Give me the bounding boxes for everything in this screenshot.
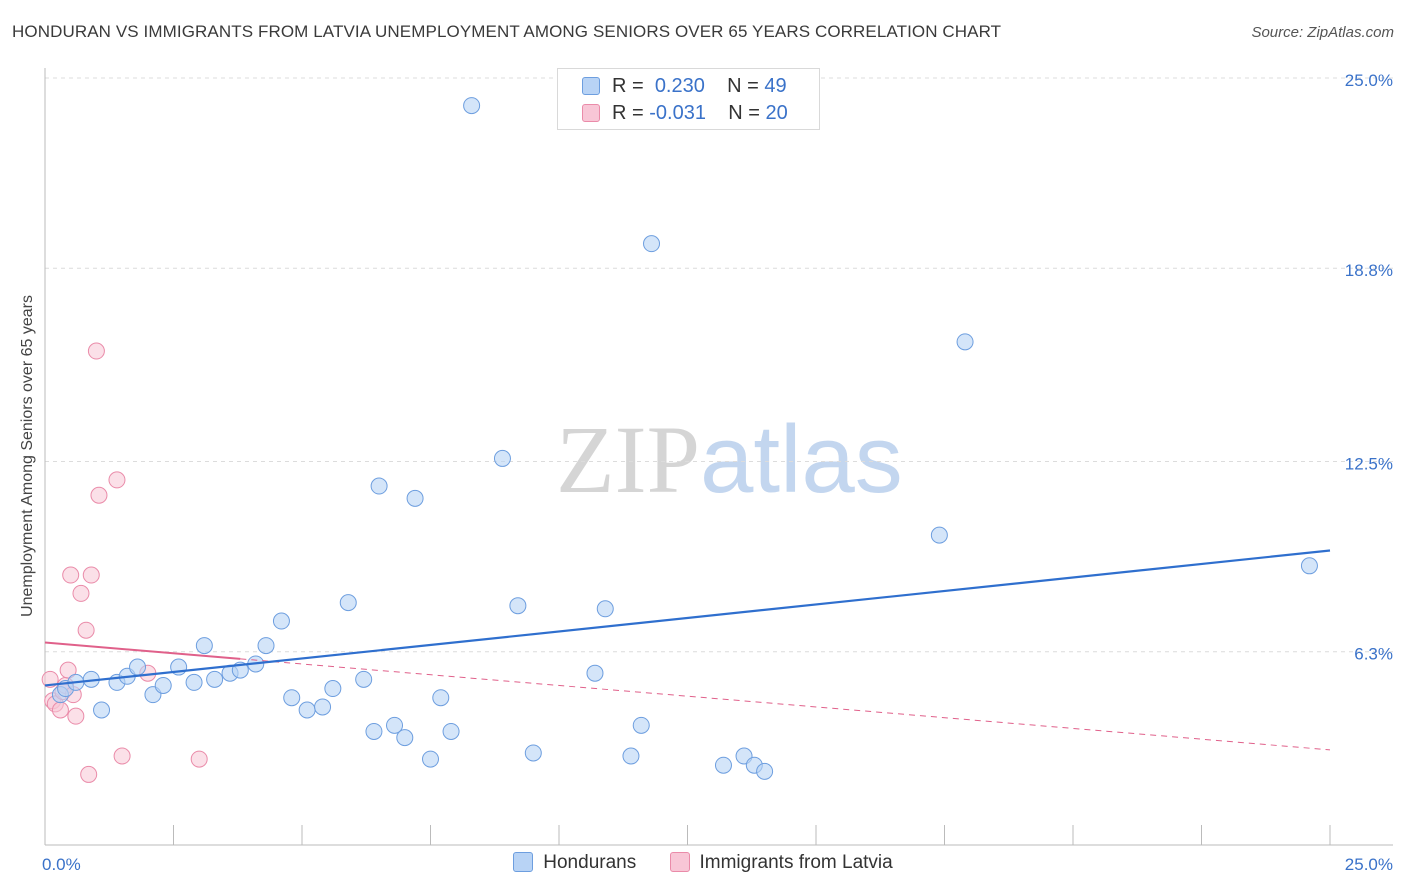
hondurans-point xyxy=(93,701,111,719)
series-legend: Hondurans Immigrants from Latvia xyxy=(0,852,1406,874)
x-tick-label: 0.0% xyxy=(42,855,81,874)
latvia-point xyxy=(59,661,77,679)
hondurans-point xyxy=(314,698,332,716)
y-tick-label: 6.3% xyxy=(1354,645,1393,664)
hondurans-point xyxy=(493,449,511,467)
hondurans-point xyxy=(355,670,373,688)
hondurans-point xyxy=(298,701,316,719)
legend-item-hondurans: Hondurans xyxy=(513,852,636,874)
latvia-point xyxy=(82,566,100,584)
latvia-point xyxy=(62,566,80,584)
hondurans-point xyxy=(195,637,213,655)
x-tick-label: 25.0% xyxy=(1345,855,1393,874)
hondurans-point xyxy=(432,689,450,707)
hondurans-point xyxy=(396,729,414,747)
hondurans-point xyxy=(586,664,604,682)
r-label: R = xyxy=(612,102,644,124)
hondurans-point xyxy=(756,762,774,780)
chart-title: HONDURAN VS IMMIGRANTS FROM LATVIA UNEMP… xyxy=(12,22,1002,41)
source-label: Source: ZipAtlas.com xyxy=(1251,24,1394,41)
hondurans-point xyxy=(422,750,439,768)
hondurans-point xyxy=(1300,557,1318,575)
hondurans-point xyxy=(463,97,481,115)
hondurans-point xyxy=(370,477,388,495)
latvia-point xyxy=(51,701,69,719)
hondurans-point xyxy=(365,722,383,740)
hondurans-point xyxy=(154,676,172,694)
watermark: ZIPatlas xyxy=(556,404,903,515)
hondurans-n-value: 49 xyxy=(764,75,787,97)
legend-item-latvia: Immigrants from Latvia xyxy=(669,852,893,874)
latvia-r-value: -0.031 xyxy=(649,102,706,124)
r-label: R = xyxy=(612,75,644,97)
hondurans-point xyxy=(930,526,948,544)
correlation-legend: R = 0.230 N = 49 R = -0.031 N = 20 xyxy=(557,68,820,130)
latvia-point xyxy=(190,750,208,768)
latvia-point xyxy=(90,486,108,504)
hondurans-swatch xyxy=(582,77,600,95)
latvia-point xyxy=(67,707,85,725)
latvia-n-value: 20 xyxy=(765,102,788,124)
latvia-point xyxy=(77,621,95,639)
latvia-point xyxy=(108,471,126,489)
latvia-point xyxy=(113,747,131,765)
hondurans-point xyxy=(185,673,203,691)
latvia-point xyxy=(80,765,98,783)
latvia-legend-label: Immigrants from Latvia xyxy=(699,852,893,873)
y-tick-label: 25.0% xyxy=(1345,71,1393,90)
watermark-zip: ZIP xyxy=(556,406,700,513)
hondurans-legend-swatch xyxy=(513,852,534,872)
hondurans-point xyxy=(386,716,404,734)
y-tick-label: 12.5% xyxy=(1345,455,1393,474)
hondurans-point xyxy=(632,716,650,734)
latvia-trendline xyxy=(44,641,241,660)
latvia-legend-swatch xyxy=(669,852,690,872)
hondurans-trendline xyxy=(44,549,1331,687)
n-label: N = xyxy=(727,75,759,97)
hondurans-point xyxy=(643,235,661,253)
hondurans-point xyxy=(339,594,357,612)
latvia-point xyxy=(41,670,59,688)
legend-row-hondurans: R = 0.230 N = 49 xyxy=(582,75,787,98)
hondurans-point xyxy=(206,670,224,688)
hondurans-point xyxy=(324,680,342,698)
hondurans-point xyxy=(622,747,640,765)
latvia-swatch xyxy=(582,104,600,122)
hondurans-point xyxy=(714,756,732,774)
hondurans-point xyxy=(956,333,974,351)
hondurans-r-value: 0.230 xyxy=(654,75,705,97)
hondurans-point xyxy=(129,658,147,676)
hondurans-legend-label: Hondurans xyxy=(543,852,637,873)
hondurans-point xyxy=(272,612,290,630)
latvia-point xyxy=(72,584,90,602)
hondurans-point xyxy=(257,637,275,655)
y-tick-label: 18.8% xyxy=(1345,261,1393,280)
n-label: N = xyxy=(728,102,760,124)
hondurans-point xyxy=(524,744,542,762)
hondurans-point xyxy=(442,722,460,740)
latvia-point xyxy=(87,342,105,360)
hondurans-point xyxy=(509,597,527,615)
legend-row-latvia: R = -0.031 N = 20 xyxy=(582,102,788,125)
hondurans-point xyxy=(283,689,301,707)
hondurans-point xyxy=(596,600,614,618)
hondurans-point xyxy=(406,489,424,507)
watermark-atlas: atlas xyxy=(700,406,903,513)
